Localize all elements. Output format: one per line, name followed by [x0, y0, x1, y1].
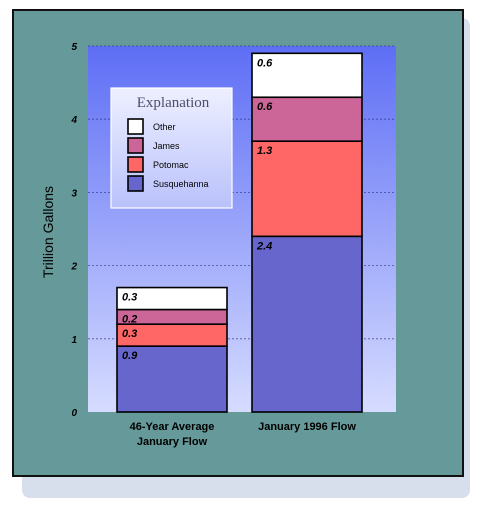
data-label: 0.6 — [257, 57, 273, 69]
y-axis-ticks: 0 1 2 3 4 5 — [70, 42, 77, 419]
data-label: 2.4 — [256, 240, 272, 252]
legend-title: Explanation — [137, 95, 210, 111]
bar-segment-susquehanna — [116, 345, 228, 413]
data-label: 0.3 — [122, 328, 137, 340]
legend-label: Other — [153, 122, 176, 132]
data-label: 0.6 — [257, 101, 273, 113]
legend-label: Susquehanna — [153, 179, 209, 189]
y-tick-label: 2 — [70, 262, 77, 273]
bar-segment-other — [251, 52, 363, 99]
bar-segment-other — [116, 286, 228, 311]
legend-swatch — [127, 118, 144, 135]
bars — [116, 52, 363, 413]
x-category-label: January 1996 Flow — [258, 421, 356, 433]
data-label: 0.9 — [122, 350, 138, 362]
segment-labels: 0.9 0.3 0.2 0.3 2.4 1.3 0.6 0.6 — [122, 57, 273, 362]
legend-swatch — [127, 156, 144, 173]
y-tick-label: 4 — [70, 115, 77, 126]
data-label: 0.2 — [122, 314, 137, 326]
y-axis-label: Trillion Gallons — [40, 186, 56, 278]
legend: Explanation Other James Potomac Susquehanna — [110, 87, 233, 209]
legend-items: Other James Potomac Susquehanna — [127, 118, 209, 192]
bar-segment-james — [251, 96, 363, 142]
legend-swatch — [127, 137, 144, 154]
y-tick-label: 0 — [71, 408, 77, 419]
legend-label: James — [153, 141, 180, 151]
y-tick-label: 1 — [71, 335, 77, 346]
data-label: 0.3 — [122, 292, 137, 304]
x-category-label: January Flow — [137, 436, 208, 448]
bar-segment-potomac — [251, 140, 363, 238]
x-axis-categories: 46-Year Average January Flow January 1996 … — [130, 421, 357, 448]
x-category-label: 46-Year Average — [130, 421, 215, 433]
legend-swatch — [127, 175, 144, 192]
legend-label: Potomac — [153, 160, 189, 170]
bar-segment-susquehanna — [251, 235, 363, 413]
y-tick-label: 5 — [71, 42, 77, 53]
data-label: 1.3 — [257, 145, 272, 157]
y-tick-label: 3 — [71, 188, 77, 199]
